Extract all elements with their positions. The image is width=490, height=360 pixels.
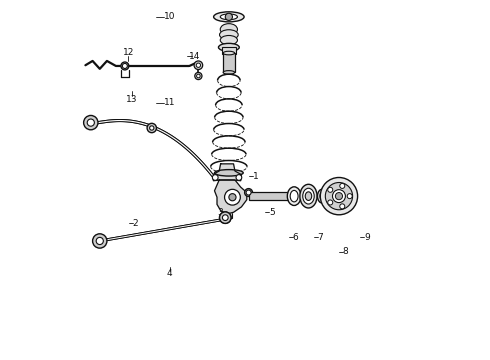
Text: 1: 1 xyxy=(253,172,259,181)
Text: 3: 3 xyxy=(217,208,223,217)
Circle shape xyxy=(340,204,345,209)
Circle shape xyxy=(224,189,240,205)
Circle shape xyxy=(220,212,231,224)
Text: 2: 2 xyxy=(133,219,139,228)
Bar xyxy=(221,46,236,54)
Circle shape xyxy=(222,215,228,221)
Ellipse shape xyxy=(318,189,328,203)
Circle shape xyxy=(93,234,107,248)
Circle shape xyxy=(122,63,127,68)
Text: 8: 8 xyxy=(343,247,348,256)
Polygon shape xyxy=(213,164,242,181)
Circle shape xyxy=(149,126,154,130)
Ellipse shape xyxy=(121,62,129,70)
Text: 11: 11 xyxy=(164,98,175,107)
Text: 5: 5 xyxy=(269,208,275,217)
Circle shape xyxy=(147,123,156,133)
Ellipse shape xyxy=(215,170,243,176)
Ellipse shape xyxy=(290,190,298,202)
Circle shape xyxy=(320,177,358,215)
Text: 7: 7 xyxy=(318,233,323,242)
Circle shape xyxy=(196,74,200,78)
Ellipse shape xyxy=(300,184,317,208)
Circle shape xyxy=(222,215,228,221)
Circle shape xyxy=(96,237,103,244)
Bar xyxy=(226,203,232,218)
Ellipse shape xyxy=(214,12,244,22)
Ellipse shape xyxy=(287,187,301,206)
Text: 14: 14 xyxy=(189,52,200,61)
Circle shape xyxy=(328,187,333,192)
Circle shape xyxy=(340,183,345,188)
Text: 12: 12 xyxy=(123,48,134,57)
Circle shape xyxy=(84,116,98,130)
Ellipse shape xyxy=(223,203,235,207)
Text: 10: 10 xyxy=(164,12,175,21)
Circle shape xyxy=(347,194,352,199)
Ellipse shape xyxy=(219,43,239,51)
Circle shape xyxy=(195,72,202,80)
Circle shape xyxy=(196,63,200,67)
Ellipse shape xyxy=(305,192,312,201)
Bar xyxy=(223,53,235,72)
Bar xyxy=(249,192,296,201)
Text: 6: 6 xyxy=(293,233,298,242)
Circle shape xyxy=(328,200,333,205)
Circle shape xyxy=(220,212,231,224)
Text: 9: 9 xyxy=(364,233,370,242)
Ellipse shape xyxy=(245,189,252,197)
Circle shape xyxy=(246,190,251,195)
Ellipse shape xyxy=(223,51,235,55)
Ellipse shape xyxy=(320,192,326,200)
Circle shape xyxy=(325,183,353,210)
Text: 4: 4 xyxy=(167,269,172,278)
Circle shape xyxy=(333,190,345,203)
Ellipse shape xyxy=(220,36,238,45)
Polygon shape xyxy=(215,180,247,214)
Ellipse shape xyxy=(223,71,235,74)
Circle shape xyxy=(212,175,218,180)
Circle shape xyxy=(236,175,242,180)
Text: 13: 13 xyxy=(126,95,138,104)
Circle shape xyxy=(87,119,95,126)
Ellipse shape xyxy=(303,188,314,204)
Circle shape xyxy=(225,13,232,21)
Bar xyxy=(223,171,235,205)
Circle shape xyxy=(229,194,236,201)
Ellipse shape xyxy=(223,169,235,173)
Ellipse shape xyxy=(220,24,238,35)
Circle shape xyxy=(194,61,203,69)
Ellipse shape xyxy=(220,30,238,40)
Ellipse shape xyxy=(220,14,238,20)
Circle shape xyxy=(335,193,343,200)
